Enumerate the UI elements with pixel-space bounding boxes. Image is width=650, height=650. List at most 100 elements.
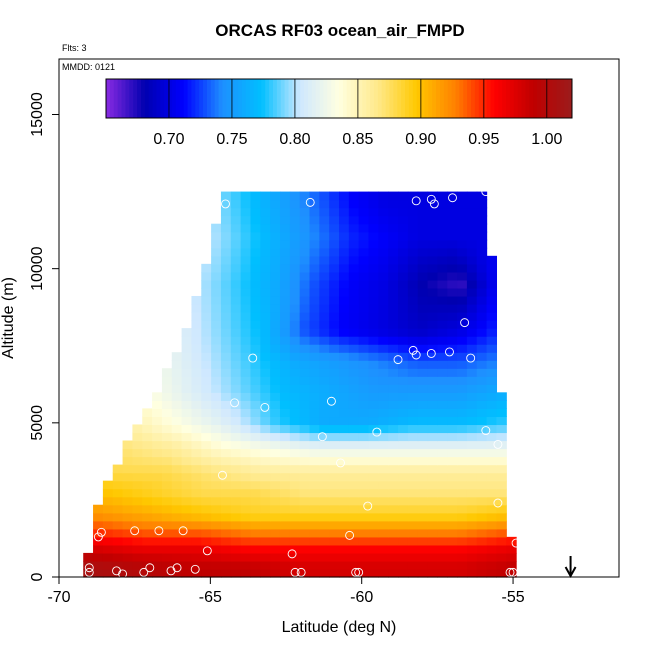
heatmap-cell [191, 432, 202, 442]
heatmap-cell [457, 231, 468, 241]
heatmap-cell [191, 392, 202, 401]
heatmap-cell [417, 544, 429, 554]
heatmap-cell [407, 552, 419, 562]
heatmap-cell [250, 448, 261, 458]
heatmap-cell [329, 336, 340, 345]
heatmap-cell [339, 536, 350, 546]
heatmap-cell [289, 320, 301, 329]
heatmap-cell [388, 496, 399, 506]
heatmap-cell [152, 496, 163, 506]
heatmap-cell [348, 560, 360, 570]
heatmap-cell [437, 560, 448, 570]
heatmap-cell [447, 199, 458, 209]
heatmap-cell [289, 496, 301, 506]
heatmap-cell [102, 512, 114, 522]
heatmap-cell [230, 215, 242, 225]
heatmap-cell [496, 480, 507, 490]
heatmap-cell [270, 480, 281, 490]
heatmap-cell [329, 368, 340, 377]
heatmap-cell [329, 392, 340, 401]
heatmap-cell [407, 239, 419, 249]
heatmap-cell [289, 456, 301, 466]
heatmap-cell [142, 408, 153, 418]
heatmap-cell [220, 552, 232, 562]
heatmap-cell [398, 544, 409, 554]
heatmap-cell [506, 544, 517, 554]
heatmap-cell [240, 191, 252, 201]
colorbar-segment [319, 79, 324, 118]
heatmap-cell [368, 472, 379, 482]
heatmap-cell [299, 223, 311, 233]
data-point [218, 470, 227, 480]
heatmap-cell [299, 255, 311, 265]
heatmap-cell [486, 320, 498, 329]
heatmap-cell [220, 432, 232, 442]
heatmap-cell [270, 536, 281, 546]
colorbar-segment [428, 79, 433, 118]
y-tick-label: 10000 [29, 246, 46, 291]
heatmap-cell [348, 223, 360, 233]
heatmap-cell [437, 376, 448, 385]
heatmap-cell [447, 424, 458, 434]
heatmap-cell [339, 464, 350, 474]
heatmap-cell [339, 496, 350, 506]
heatmap-cell [211, 320, 222, 329]
heatmap-cell [506, 552, 517, 562]
heatmap-cell [378, 440, 389, 450]
heatmap-cell [319, 239, 330, 249]
heatmap-cell [211, 536, 222, 546]
heatmap-cell [388, 199, 399, 209]
heatmap-cell [348, 207, 360, 217]
heatmap-cell [240, 368, 252, 377]
heatmap-cell [368, 304, 379, 313]
heatmap-cell [339, 440, 350, 450]
heatmap-cell [427, 496, 438, 506]
heatmap-cell [299, 312, 311, 321]
heatmap-cell [309, 336, 320, 345]
heatmap-cell [348, 472, 360, 482]
heatmap-cell [437, 528, 448, 538]
heatmap-cell [457, 392, 468, 401]
heatmap-cell [240, 360, 252, 369]
colorbar-segment [172, 79, 177, 118]
heatmap-cell [486, 408, 498, 418]
heatmap-cell [152, 408, 163, 418]
heatmap-cell [191, 512, 202, 522]
heatmap-cell [358, 488, 370, 498]
heatmap-cell [181, 488, 193, 498]
heatmap-cell [447, 544, 458, 554]
heatmap-cell [152, 416, 163, 426]
heatmap-cell [289, 304, 301, 313]
colorbar-segment [509, 79, 515, 118]
heatmap-cell [378, 456, 389, 466]
heatmap-cell [309, 512, 320, 522]
heatmap-cell [457, 536, 468, 546]
heatmap-cell [260, 504, 271, 514]
colorbar-segment [156, 79, 161, 118]
heatmap-cell [358, 440, 370, 450]
heatmap-cell [388, 287, 399, 297]
heatmap-cell [250, 544, 261, 554]
heatmap-cell [250, 424, 261, 434]
data-point [317, 432, 327, 442]
colorbar-tick-label: 0.90 [405, 131, 436, 148]
heatmap-cell [466, 207, 478, 217]
heatmap-cell [211, 568, 222, 578]
heatmap-cell [476, 448, 488, 458]
heatmap-cell [309, 271, 320, 281]
data-point [172, 563, 182, 573]
heatmap-cell [417, 344, 429, 353]
heatmap-cell [240, 536, 252, 546]
heatmap-cell [378, 536, 389, 546]
colorbar-segment [106, 79, 111, 118]
heatmap-cell [339, 191, 350, 201]
heatmap-cell [339, 328, 350, 337]
heatmap-cell [348, 392, 360, 401]
heatmap-cell [240, 520, 252, 530]
heatmap-cell [220, 512, 232, 522]
heatmap-cell [437, 472, 448, 482]
heatmap-cell [250, 456, 261, 466]
heatmap-cell [358, 504, 370, 514]
heatmap-cell [417, 255, 429, 265]
heatmap-cell [388, 488, 399, 498]
